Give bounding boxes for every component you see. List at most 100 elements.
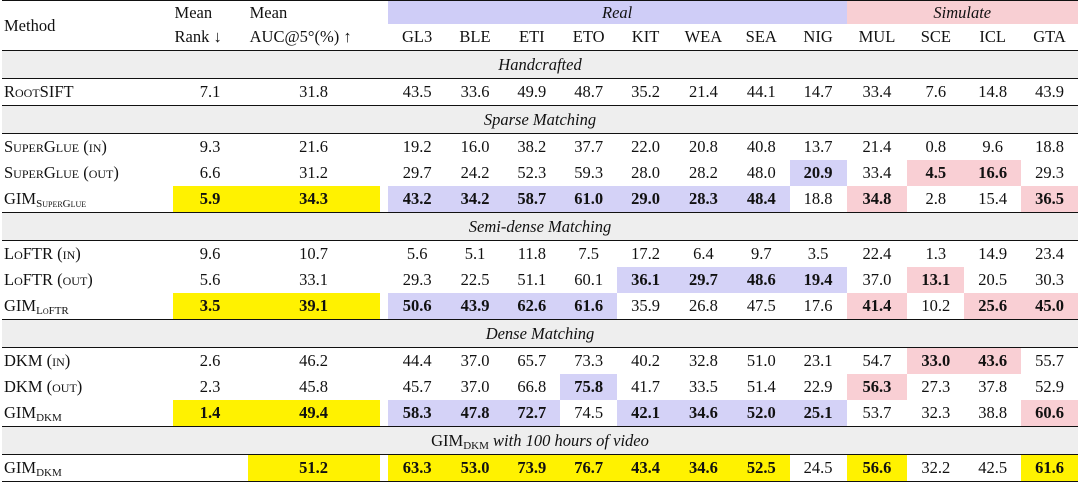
score-cell: 20.5 — [964, 267, 1021, 293]
score-cell-text: 48.0 — [746, 163, 776, 182]
score-cell-text: 62.6 — [517, 296, 547, 315]
mean-auc-cell-text: 33.1 — [299, 270, 329, 289]
mean-auc-cell-text: 46.2 — [299, 351, 329, 370]
mean-rank-cell-text: 2.6 — [199, 351, 221, 370]
score-cell-text: 17.2 — [631, 244, 660, 263]
method-name-base: GIM — [4, 458, 37, 477]
score-cell: 22.0 — [617, 133, 674, 160]
score-cell-text: 34.2 — [460, 189, 490, 208]
score-cell: 23.4 — [1021, 240, 1078, 267]
dataset-header: SEA — [745, 27, 777, 46]
dataset-header: SCE — [920, 27, 951, 46]
score-cell-text: 33.4 — [862, 82, 892, 101]
score-cell-text: 27.3 — [921, 377, 951, 396]
score-cell-text: 41.4 — [862, 296, 892, 315]
score-cell-text: 37.0 — [460, 377, 490, 396]
mean-auc-cell: 49.4 — [247, 400, 380, 427]
method-name: SuperGlue (in) — [4, 137, 107, 156]
score-cell-text: 66.8 — [517, 377, 547, 396]
score-cell: 73.3 — [560, 347, 618, 374]
score-cell-text: 43.9 — [460, 296, 490, 315]
method-cell: GIMDKM — [2, 400, 173, 427]
spacer-cell — [380, 400, 388, 427]
method-name: LoFTR (out) — [4, 270, 93, 289]
score-cell: 58.7 — [503, 186, 561, 213]
score-cell-text: 43.5 — [402, 82, 432, 101]
score-cell: 19.4 — [789, 267, 847, 293]
score-cell-text: 75.8 — [574, 377, 604, 396]
score-cell: 15.4 — [964, 186, 1021, 213]
score-cell-text: 73.9 — [517, 458, 547, 477]
score-cell: 44.4 — [387, 347, 447, 374]
score-cell-text: 72.7 — [517, 403, 547, 422]
score-cell-text: 16.6 — [978, 163, 1008, 182]
score-cell: 0.8 — [907, 133, 965, 160]
score-cell: 38.2 — [503, 133, 561, 160]
spacer-cell — [379, 454, 388, 482]
score-cell-text: 58.3 — [402, 403, 432, 422]
score-cell-text: 7.5 — [578, 244, 599, 263]
method-name-text: DKM (in) — [4, 351, 71, 370]
method-cell: GIMDKM — [2, 454, 173, 482]
score-cell: 51.1 — [503, 267, 560, 293]
score-cell-text: 35.9 — [631, 296, 660, 315]
score-cell: 48.4 — [732, 186, 790, 213]
mean-auc-cell-text: 31.2 — [299, 163, 329, 182]
score-cell: 35.2 — [617, 78, 674, 106]
score-cell-text: 22.0 — [631, 137, 660, 156]
real-group-header: Real — [387, 0, 847, 24]
score-cell-text: 37.8 — [978, 377, 1008, 396]
spacer-cell — [379, 240, 388, 267]
score-cell-text: 40.2 — [631, 351, 660, 370]
spacer-cell — [379, 347, 388, 374]
score-cell: 40.2 — [617, 347, 674, 374]
mean-rank-cell-text: 2.3 — [199, 377, 221, 396]
simulate-group-header: Simulate — [846, 0, 1078, 24]
score-cell-text: 53.0 — [460, 458, 490, 477]
score-cell: 5.6 — [387, 240, 447, 267]
score-cell-text: 51.4 — [746, 377, 776, 396]
score-cell: 3.5 — [789, 240, 847, 267]
score-cell: 59.3 — [560, 160, 617, 186]
score-cell: 11.8 — [503, 240, 561, 267]
table-row: DKM (in) 2.6 46.2 44.4 37.0 65.7 73.3 40.2 32.8 5… — [2, 347, 1078, 374]
score-cell-text: 47.8 — [460, 403, 490, 422]
mean-rank-cell-text: 9.6 — [199, 244, 221, 263]
mean-auc-cell-text: 45.8 — [299, 377, 329, 396]
method-cell: DKM (in) — [2, 347, 173, 374]
score-cell-text: 25.1 — [803, 403, 833, 422]
mean-rank-cell: 3.5 — [172, 293, 248, 320]
score-cell: 27.3 — [907, 374, 964, 400]
dataset-header: BLE — [459, 27, 491, 46]
dataset-header: GTA — [1033, 27, 1066, 46]
score-cell: 45.0 — [1021, 293, 1078, 320]
score-cell: 33.0 — [907, 347, 965, 374]
score-cell: 43.6 — [964, 347, 1022, 374]
score-cell: 55.7 — [1021, 347, 1078, 374]
mean-auc-cell-text: 10.7 — [299, 244, 329, 263]
score-cell: 7.6 — [907, 78, 965, 106]
table-row: GIMDKM 1.4 49.4 58.3 47.8 72.7 74.5 42.1 34.6 52.… — [2, 400, 1078, 427]
mean-rank-header-1: Mean — [172, 0, 248, 24]
score-cell-text: 65.7 — [517, 351, 547, 370]
score-cell-text: 32.2 — [921, 458, 951, 477]
score-cell-text: 29.7 — [402, 163, 432, 182]
score-cell-text: 25.6 — [978, 296, 1008, 315]
score-cell: 2.8 — [907, 186, 964, 213]
score-cell: 33.4 — [847, 160, 908, 186]
score-cell-text: 33.5 — [688, 377, 718, 396]
score-cell: 35.9 — [617, 293, 674, 320]
score-cell-text: 37.0 — [862, 270, 892, 289]
table-row: GIMSuperGlue 5.9 34.3 43.2 34.2 58.7 61.0 29.0 2… — [2, 186, 1078, 213]
score-cell: 56.3 — [846, 374, 908, 400]
dataset-header: ETI — [519, 27, 545, 46]
mean-rank-cell: 5.9 — [172, 186, 248, 213]
score-cell: 16.0 — [446, 133, 504, 160]
score-cell-text: 58.7 — [517, 189, 547, 208]
score-cell: 21.4 — [846, 133, 908, 160]
score-cell-text: 48.7 — [574, 82, 604, 101]
table-row: GIMDKM 51.2 63.3 53.0 73.9 76.7 43.4 34.6 52.5 24… — [2, 454, 1078, 482]
score-cell: 48.7 — [560, 78, 618, 106]
mean-auc-cell-text: 21.6 — [299, 137, 329, 156]
mean-auc-cell: 39.1 — [247, 293, 380, 320]
